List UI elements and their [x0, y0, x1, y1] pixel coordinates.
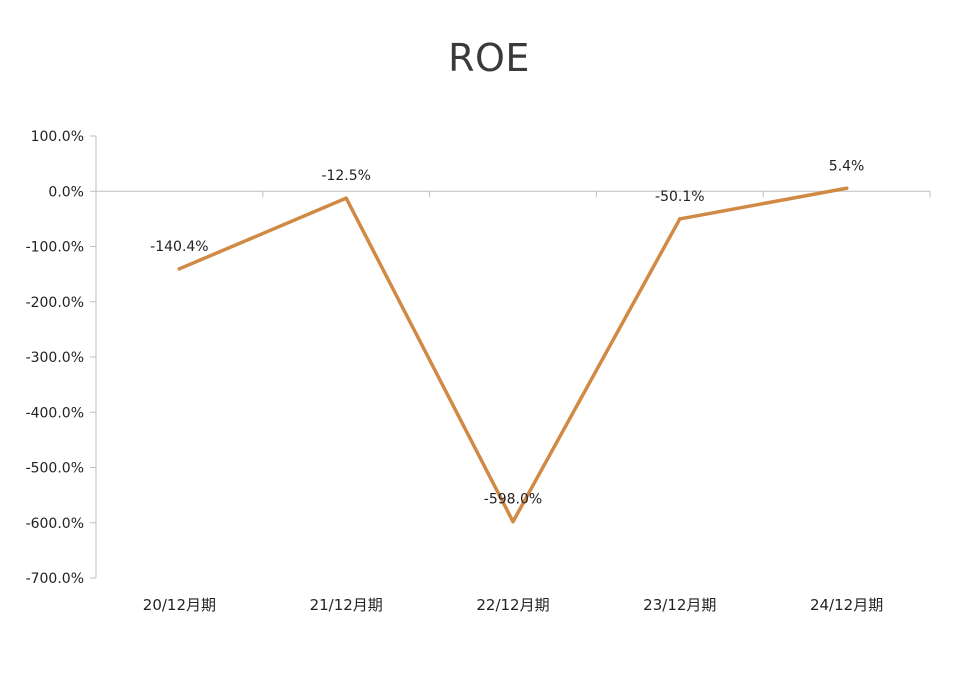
roe-data-point	[344, 196, 348, 200]
y-tick-label: -700.0%	[26, 571, 84, 587]
y-tick-label: -100.0%	[26, 240, 84, 256]
y-tick-label: -600.0%	[26, 516, 84, 532]
y-axis-ticks: 100.0% 0.0% -100.0% -200.0% -300.0% -400.0% -5…	[26, 129, 96, 587]
y-tick-label: 0.0%	[48, 184, 84, 200]
x-category-label: 22/12月期	[476, 596, 549, 614]
data-labels-layer: -140.4% -12.5% -598.0% -50.1% 5.4%	[150, 158, 864, 507]
roe-data-point	[678, 217, 682, 221]
y-tick-label: -500.0%	[26, 461, 84, 477]
roe-data-point	[511, 519, 515, 524]
x-category-label: 20/12月期	[143, 596, 216, 614]
roe-series-line	[177, 186, 849, 524]
chart-title: ROE	[448, 36, 530, 80]
data-label: -598.0%	[484, 492, 542, 508]
data-label: -140.4%	[150, 239, 208, 255]
x-category-label: 21/12月期	[310, 596, 383, 614]
x-axis-ticks: 20/12月期 21/12月期 22/12月期 23/12月期 24/12月期	[95, 191, 931, 614]
data-label: -12.5%	[321, 168, 371, 184]
x-category-label: 24/12月期	[810, 596, 883, 614]
roe-data-point	[177, 267, 182, 271]
y-tick-label: -400.0%	[26, 405, 84, 421]
x-category-label: 23/12月期	[643, 596, 716, 614]
data-label: -50.1%	[655, 189, 705, 205]
roe-data-point	[844, 186, 849, 191]
data-label: 5.4%	[829, 158, 865, 174]
series-layer	[177, 186, 849, 524]
axes	[95, 136, 930, 578]
y-tick-label: 100.0%	[31, 129, 84, 145]
y-tick-label: -300.0%	[26, 350, 84, 366]
y-tick-label: -200.0%	[26, 295, 84, 311]
